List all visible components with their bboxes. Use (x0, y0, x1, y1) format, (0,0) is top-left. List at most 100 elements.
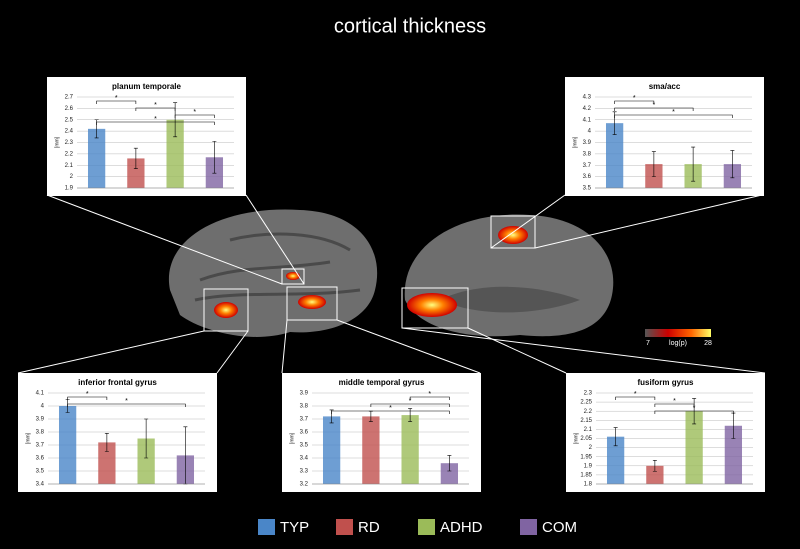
y-tick-label: 3.4 (300, 456, 309, 462)
panel-title: inferior frontal gyrus (78, 378, 157, 387)
bar (440, 463, 459, 484)
y-axis-label: [mm] (54, 136, 60, 148)
legend-label: COM (542, 519, 577, 536)
y-tick-label: 2.7 (65, 95, 74, 101)
y-tick-label: 4.1 (36, 391, 45, 397)
significance-bracket (67, 396, 108, 400)
bar (685, 411, 703, 484)
significance-label: * (409, 398, 412, 405)
colorbar (645, 329, 711, 337)
y-tick-label: 4 (41, 404, 45, 410)
y-tick-label: 3.9 (300, 391, 309, 397)
colorbar-max: 28 (704, 340, 712, 347)
bar (606, 436, 625, 484)
significance-label: * (86, 391, 89, 398)
y-tick-label: 2.2 (584, 409, 593, 415)
y-axis-label: [mm] (572, 136, 578, 148)
legend-swatch (520, 519, 537, 535)
significance-label: * (154, 116, 157, 123)
significance-bracket (96, 121, 215, 125)
legend-label: ADHD (440, 519, 483, 536)
bar (127, 158, 145, 188)
y-tick-label: 3.9 (36, 417, 45, 423)
significance-label: * (428, 391, 431, 398)
significance-bracket (174, 114, 215, 118)
significance-bracket (614, 100, 655, 104)
significance-label: * (634, 391, 637, 398)
y-tick-label: 3.8 (300, 404, 309, 410)
y-tick-label: 2.1 (65, 163, 74, 169)
bar (646, 465, 664, 484)
significance-bracket (409, 396, 450, 400)
significance-bracket (331, 410, 450, 414)
error-bar (730, 150, 735, 179)
error-bar (212, 141, 217, 174)
significance-bracket (67, 403, 186, 407)
significance-label: * (673, 398, 676, 405)
y-tick-label: 1.8 (584, 482, 593, 488)
y-tick-label: 3.5 (300, 443, 309, 449)
bar (98, 442, 116, 484)
highlight-boxes (17, 194, 766, 374)
y-tick-label: 3.6 (300, 430, 309, 436)
significance-label: * (693, 405, 696, 412)
colorbar-min: 7 (646, 340, 650, 347)
y-tick-label: 3.6 (583, 174, 592, 180)
y-axis-label: [mm] (573, 432, 579, 444)
y-tick-label: 3.3 (300, 469, 309, 475)
error-bar (651, 151, 656, 177)
bar (58, 406, 77, 484)
bar (724, 425, 743, 484)
y-tick-label: 3.4 (36, 482, 45, 488)
y-tick-label: 4.3 (583, 95, 592, 101)
y-tick-label: 2.4 (65, 129, 74, 135)
y-tick-label: 4.1 (583, 117, 592, 123)
y-tick-label: 3.2 (300, 482, 309, 488)
y-tick-label: 4.2 (583, 106, 592, 112)
bar (87, 128, 106, 188)
significance-label: * (115, 95, 118, 102)
y-tick-label: 2.15 (580, 418, 592, 424)
significance-bracket (654, 403, 695, 407)
significance-bracket (615, 396, 656, 400)
significance-label: * (154, 102, 157, 109)
error-bar (104, 433, 109, 452)
y-tick-label: 3.7 (300, 417, 309, 423)
y-tick-label: 3.7 (583, 163, 592, 169)
y-tick-label: 3.8 (583, 151, 592, 157)
legend-label: TYP (280, 519, 309, 536)
significance-label: * (193, 109, 196, 116)
legend-swatch (418, 519, 435, 535)
bar (605, 123, 624, 188)
colorbar-label: log(p) (669, 340, 687, 347)
panel-title: fusiform gyrus (637, 378, 694, 387)
y-tick-label: 1.95 (580, 454, 592, 460)
y-tick-label: 3.5 (583, 186, 592, 192)
y-tick-label: 4 (588, 129, 592, 135)
y-tick-label: 2.1 (584, 427, 593, 433)
significance-label: * (389, 405, 392, 412)
y-tick-label: 2.05 (580, 436, 592, 442)
y-tick-label: 3.8 (36, 430, 45, 436)
bar (322, 416, 341, 484)
y-tick-label: 2.6 (65, 106, 74, 112)
legend-swatch (258, 519, 275, 535)
error-bar (652, 460, 657, 472)
significance-label: * (672, 109, 675, 116)
significance-label: * (653, 102, 656, 109)
bar (362, 416, 380, 484)
significance-bracket (96, 100, 137, 104)
y-tick-label: 1.9 (65, 186, 74, 192)
y-tick-label: 1.9 (584, 463, 593, 469)
y-tick-label: 3.6 (36, 456, 45, 462)
panel-title: planum temporale (112, 82, 181, 91)
brain-medial (404, 214, 614, 337)
y-tick-label: 2.25 (580, 400, 592, 406)
bar (137, 438, 155, 484)
error-bar (613, 427, 618, 447)
significance-bracket (135, 107, 176, 111)
y-tick-label: 1.85 (580, 472, 592, 478)
error-bar (447, 455, 452, 472)
y-tick-label: 2.5 (65, 117, 74, 123)
